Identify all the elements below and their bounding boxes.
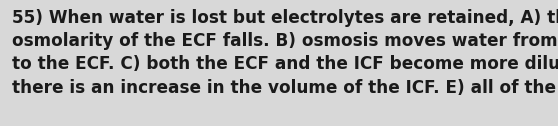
Text: 55) When water is lost but electrolytes are retained, A) the
osmolarity of the E: 55) When water is lost but electrolytes … bbox=[12, 9, 558, 97]
